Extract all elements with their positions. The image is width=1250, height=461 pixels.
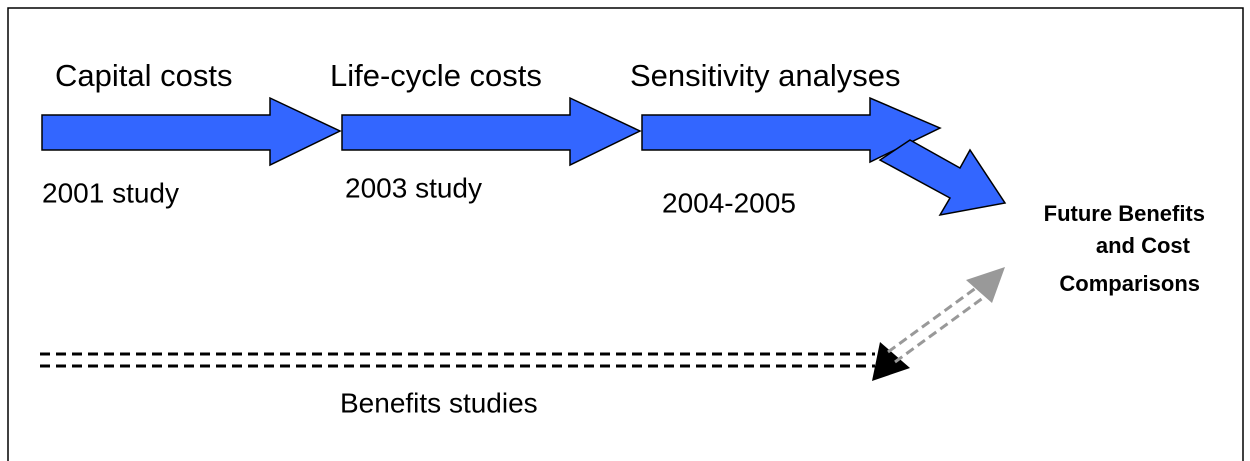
benefits-label: Benefits studies: [340, 387, 538, 418]
outcome-line: and Cost: [1096, 233, 1191, 258]
benefits-link-arrowhead: [966, 267, 1005, 303]
outcome-line: Comparisons: [1059, 271, 1200, 296]
benefits-line: [40, 352, 875, 368]
outcome-arrow: [878, 139, 1007, 217]
benefits-arrowhead: [872, 342, 910, 381]
stage-label: Sensitivity analyses: [630, 58, 901, 93]
benefits-link: [887, 283, 988, 364]
stage-arrow: [41, 96, 342, 167]
stage-label: Life-cycle costs: [330, 58, 542, 93]
outcome-line: Future Benefits: [1044, 201, 1205, 226]
stage-label: Capital costs: [55, 58, 232, 93]
stage-arrow: [341, 96, 642, 167]
stage-study: 2001 study: [42, 177, 179, 208]
stage-study: 2003 study: [345, 172, 482, 203]
frame: [7, 7, 1244, 461]
stage-study: 2004-2005: [662, 187, 796, 218]
